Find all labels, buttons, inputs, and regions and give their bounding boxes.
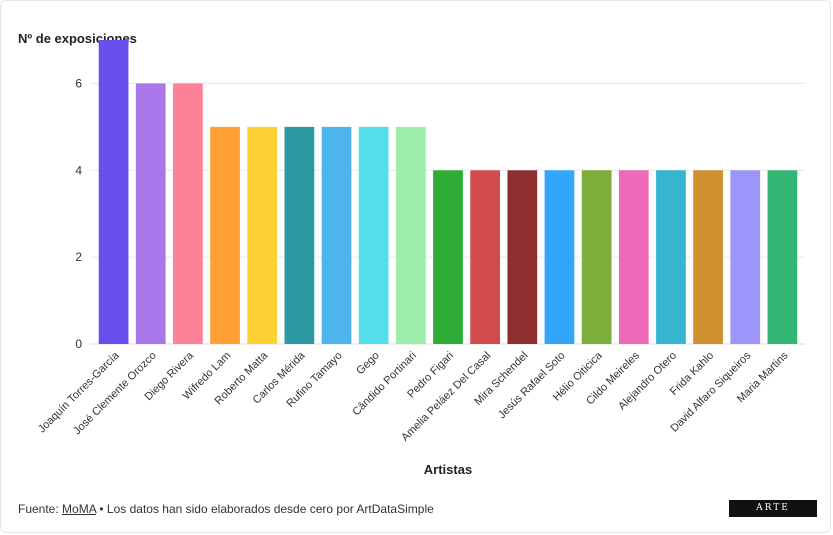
bar-17[interactable] — [693, 170, 723, 344]
x-tick-label-9: Cândido Portinari — [350, 350, 419, 419]
y-tick-label-6: 6 — [75, 76, 82, 90]
bar-3[interactable] — [173, 83, 203, 344]
bar-14[interactable] — [581, 170, 612, 344]
bar-11[interactable] — [470, 170, 501, 344]
bar-19[interactable] — [767, 170, 798, 344]
y-tick-label-0: 0 — [75, 337, 82, 351]
bar-8[interactable] — [358, 126, 389, 344]
bar-12[interactable] — [507, 170, 538, 344]
bar-10[interactable] — [433, 170, 463, 344]
x-tick-label-13: Jesús Rafael Soto — [496, 350, 568, 422]
source-link-moma[interactable]: MoMA — [62, 502, 97, 516]
x-axis-title: Artistas — [424, 462, 472, 477]
bar-1[interactable] — [98, 40, 129, 344]
y-tick-label-2: 2 — [75, 250, 82, 264]
bar-18[interactable] — [730, 170, 761, 344]
bar-2[interactable] — [135, 83, 166, 344]
bar-4[interactable] — [210, 126, 240, 344]
source-prefix: Fuente: — [18, 502, 63, 516]
bar-15[interactable] — [618, 170, 649, 344]
bar-7[interactable] — [321, 126, 352, 344]
bar-6[interactable] — [284, 126, 315, 344]
x-tick-label-8: Gego — [354, 350, 382, 378]
bar-9[interactable] — [395, 126, 426, 344]
bar-5[interactable] — [247, 126, 278, 344]
source-note: Fuente: MoMA • Los datos han sido elabor… — [18, 502, 434, 516]
y-tick-labels: 0 2 4 6 — [75, 76, 82, 351]
bar-16[interactable] — [656, 170, 686, 344]
source-suffix: • Los datos han sido elaborados desde ce… — [96, 502, 434, 516]
y-tick-label-4: 4 — [75, 163, 82, 177]
logo-text: ARTE — [756, 503, 790, 513]
brand-logo: ARTE — [729, 500, 817, 517]
bar-13[interactable] — [544, 170, 575, 344]
bars — [98, 40, 798, 344]
